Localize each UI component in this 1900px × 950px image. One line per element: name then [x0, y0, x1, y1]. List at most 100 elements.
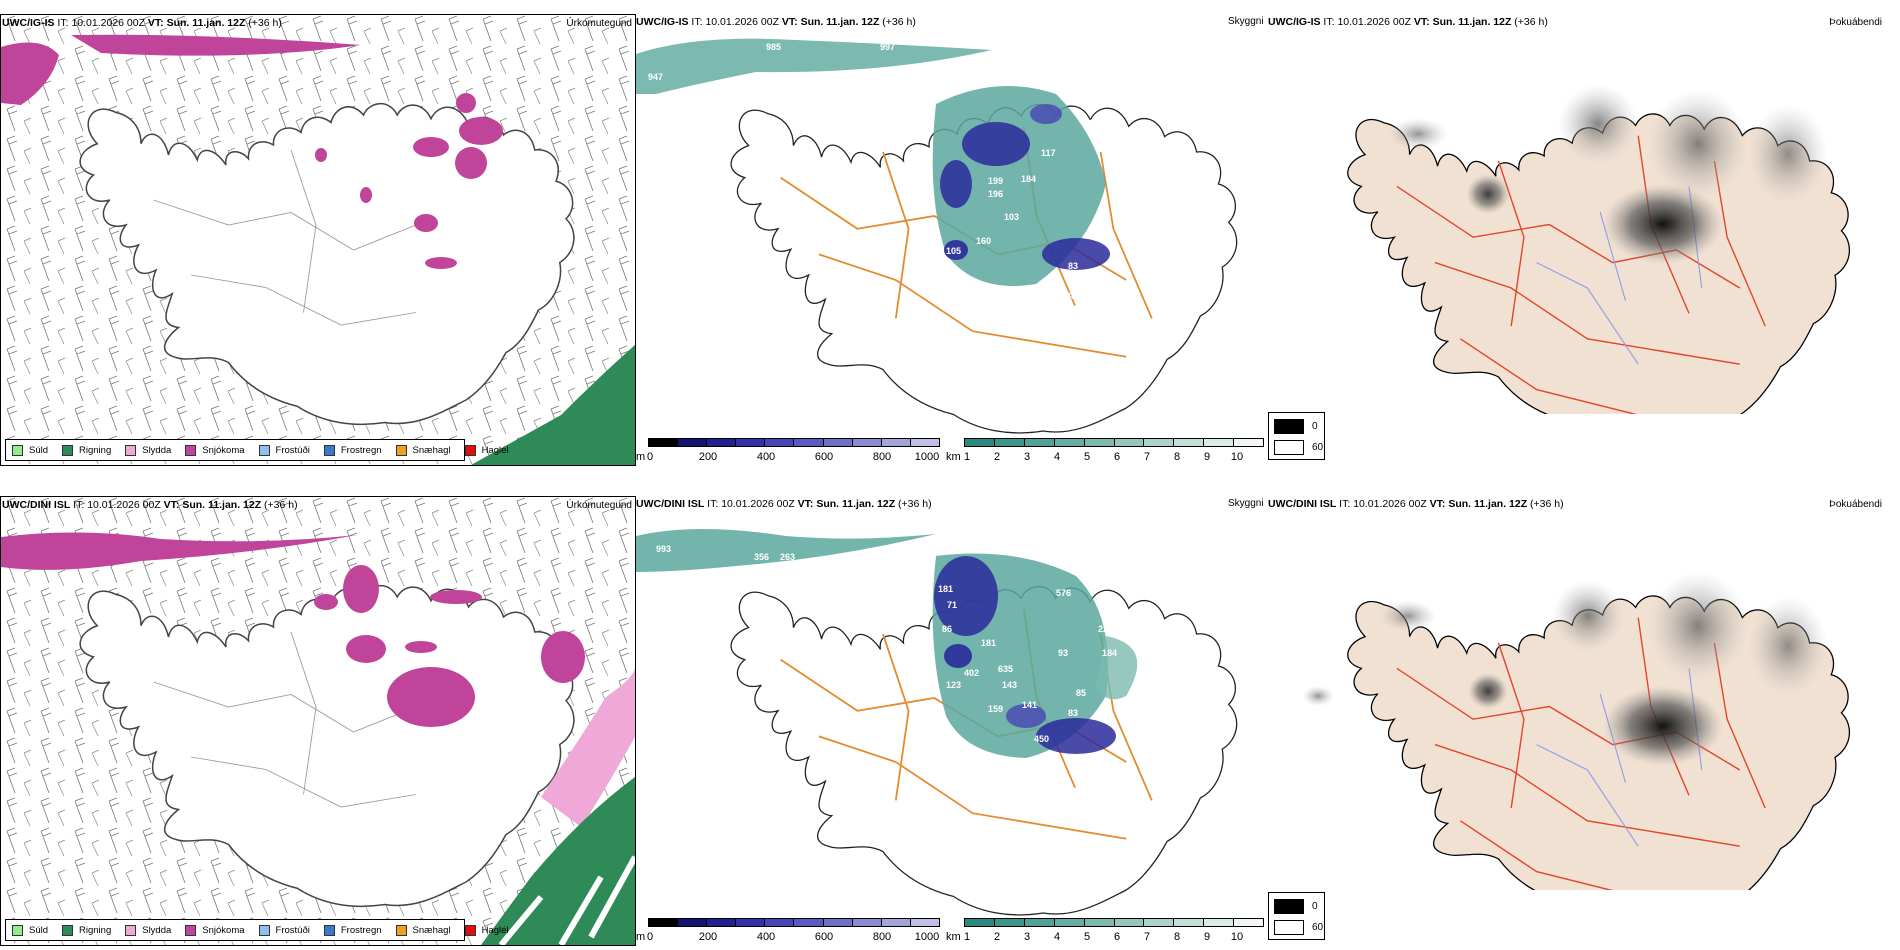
colorbar-tick: 6: [1113, 451, 1121, 463]
ceiling-label: 997: [880, 42, 895, 52]
fog-legend-top: 0 60: [1268, 412, 1325, 460]
visibility-map-bottom: 993 356 263 181 71 86 181 635 143 123 40…: [636, 496, 1276, 926]
colorbar-tick: 7: [1143, 931, 1151, 943]
legend-item: Snjókoma: [185, 924, 245, 936]
colorbar-tick: 2: [993, 451, 1001, 463]
visibility-map-top: 947 997 985 268 117 184 103 160 105 188 …: [636, 14, 1276, 464]
colorbar-swatches: [648, 918, 940, 927]
colorbar-tick: 9: [1203, 931, 1211, 943]
ceiling-label: 993: [656, 544, 671, 554]
colorbar-tick: 400: [756, 451, 776, 463]
ceiling-label: 141: [1022, 700, 1037, 710]
fog-index-map-bottom: UWC/DINI ISL IT: 10.01.2026 00Z VT: Sun.…: [1268, 496, 1900, 890]
colorbar-tick: 0: [646, 451, 654, 463]
ceiling-label: 199: [988, 176, 1003, 186]
ceiling-label: 184: [1102, 648, 1117, 658]
variable-title: Þokuábendi: [1829, 17, 1882, 28]
fog-legend-item: 0: [1274, 419, 1318, 434]
legend-item: Frostúði: [258, 444, 310, 456]
ceiling-label: 123: [946, 680, 961, 690]
colorbar-tick: 10: [1230, 931, 1244, 943]
ceiling-label: 450: [1034, 734, 1049, 744]
legend-item: Haglél: [464, 444, 509, 456]
colorbar-tick: 800: [872, 451, 892, 463]
legend-item: Súld: [12, 924, 48, 936]
colorbar-tick: 5: [1083, 931, 1091, 943]
legend-item: Frostúði: [258, 924, 310, 936]
fog-legend-item: 0: [1274, 899, 1318, 914]
ceiling-label: 103: [1004, 212, 1019, 222]
colorbar-tick: 200: [698, 451, 718, 463]
colorbar-tick: 7: [1143, 451, 1151, 463]
colorbar-tick: 0: [646, 931, 654, 943]
ceiling-label: 93: [1058, 648, 1068, 658]
map-header: UWC/DINI ISL IT: 10.01.2026 00Z VT: Sun.…: [1268, 498, 1564, 510]
legend-item: Rigning: [62, 444, 111, 456]
fog-index-map-top: UWC/IG-IS IT: 10.01.2026 00Z VT: Sun. 11…: [1268, 14, 1900, 414]
colorbar-tick: 9: [1203, 451, 1211, 463]
legend-item: Slydda: [125, 444, 171, 456]
precip-type-map-bottom: UWC/DINI ISL IT: 10.01.2026 00Z VT: Sun.…: [0, 496, 636, 946]
height-colorbar-top: m 0 200 400 600 800 1000: [636, 438, 942, 466]
ceiling-label: 402: [964, 668, 979, 678]
variable-title: Skyggni: [1228, 498, 1264, 509]
ceiling-label: 356: [754, 552, 769, 562]
ceiling-label: 181: [938, 584, 953, 594]
map-header: UWC/DINI ISL IT: 10.01.2026 00Z VT: Sun.…: [636, 498, 932, 510]
legend-item: Frostregn: [323, 924, 382, 936]
legend-item: Snjókoma: [185, 444, 245, 456]
legend-item: Frostregn: [323, 444, 382, 456]
precip-legend: Súld Rigning Slydda Snjókoma Frostúði Fr…: [5, 919, 509, 941]
colorbar-unit: km: [946, 451, 961, 463]
ceiling-label: 576: [1056, 588, 1071, 598]
ceiling-label: 83: [1068, 708, 1078, 718]
ceiling-label: 160: [976, 236, 991, 246]
colorbar-swatches: [964, 918, 1264, 927]
ceiling-label: 159: [988, 704, 1003, 714]
colorbar-tick: 600: [814, 451, 834, 463]
ceiling-label: 117: [1041, 148, 1056, 158]
colorbar-tick: 8: [1173, 931, 1181, 943]
colorbar-tick: 4: [1053, 451, 1061, 463]
ceiling-label: 263: [780, 552, 795, 562]
colorbar-tick: 1: [963, 931, 971, 943]
colorbar-tick: 600: [814, 931, 834, 943]
ceiling-label: 86: [942, 624, 952, 634]
colorbar-tick: 400: [756, 931, 776, 943]
colorbar-unit: m: [636, 451, 646, 463]
colorbar-swatches: [648, 438, 940, 447]
variable-title: Úrkomutegund: [566, 500, 632, 511]
legend-item: Súld: [12, 444, 48, 456]
height-colorbar-bottom: m 0 200 400 600 800 1000: [636, 918, 942, 946]
fog-legend-bottom: 0 60: [1268, 892, 1325, 940]
colorbar-tick: 800: [872, 931, 892, 943]
visibility-colorbar-top: km 1 2 3 4 5 6 7 8 9 10: [946, 438, 1266, 466]
ceiling-label: 635: [998, 664, 1013, 674]
map-header: UWC/DINI ISL IT: 10.01.2026 00Z VT: Sun.…: [2, 499, 298, 511]
colorbar-tick: 1000: [914, 451, 940, 463]
colorbar-tick: 1000: [914, 931, 940, 943]
legend-item: Snæhagl: [395, 924, 451, 936]
ceiling-label: 71: [947, 600, 957, 610]
ceiling-label: 143: [1002, 680, 1017, 690]
ceiling-label: 188: [1061, 291, 1076, 301]
colorbar-tick: 10: [1230, 451, 1244, 463]
ceiling-label: 947: [648, 72, 663, 82]
colorbar-unit: m: [636, 931, 646, 943]
variable-title: Skyggni: [1228, 16, 1264, 27]
variable-title: Þokuábendi: [1829, 499, 1882, 510]
map-header: UWC/IG-IS IT: 10.01.2026 00Z VT: Sun. 11…: [2, 17, 282, 29]
ceiling-label: 223: [1098, 624, 1113, 634]
colorbar-tick: 2: [993, 931, 1001, 943]
map-header: UWC/IG-IS IT: 10.01.2026 00Z VT: Sun. 11…: [1268, 16, 1548, 28]
colorbar-swatches: [964, 438, 1264, 447]
precip-legend: Súld Rigning Slydda Snjókoma Frostúði Fr…: [5, 439, 509, 461]
legend-item: Slydda: [125, 924, 171, 936]
colorbar-tick: 3: [1023, 451, 1031, 463]
colorbar-tick: 4: [1053, 931, 1061, 943]
legend-item: Rigning: [62, 924, 111, 936]
variable-title: Úrkomutegund: [566, 18, 632, 29]
colorbar-tick: 200: [698, 931, 718, 943]
ceiling-label: 985: [766, 42, 781, 52]
map-header: UWC/IG-IS IT: 10.01.2026 00Z VT: Sun. 11…: [636, 16, 916, 28]
